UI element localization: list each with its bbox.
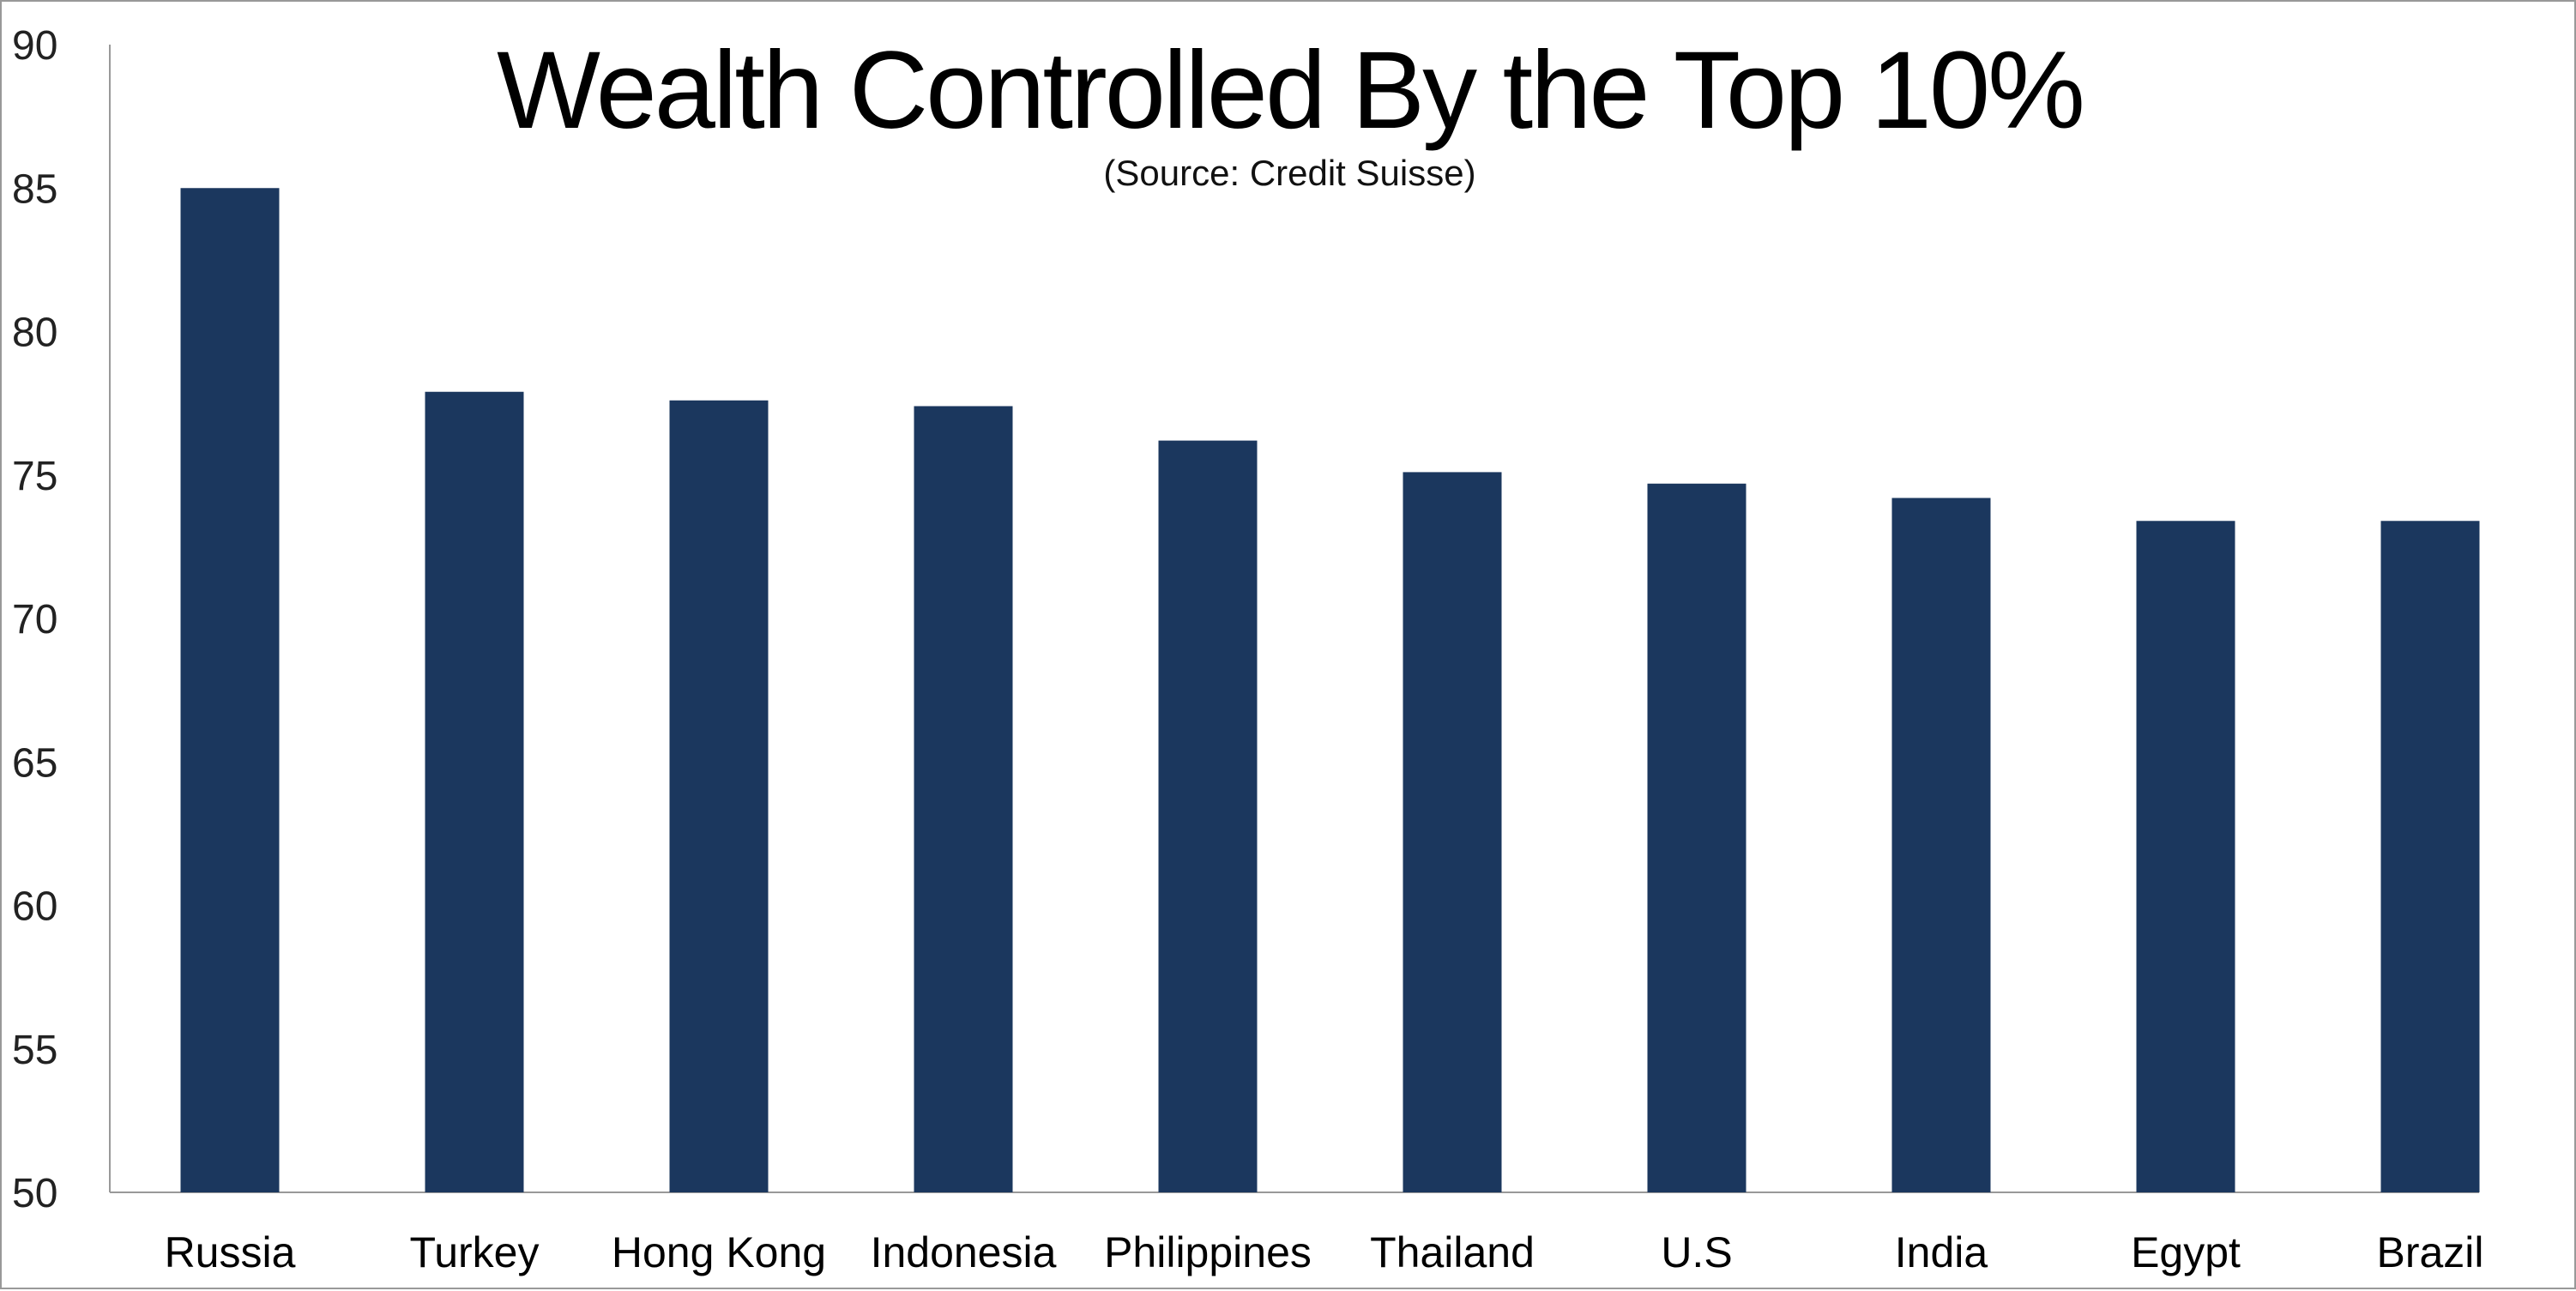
- x-category-label: Turkey: [410, 1228, 540, 1276]
- bar-russia: [180, 188, 280, 1192]
- bar-turkey: [425, 391, 524, 1192]
- bar-philippines: [1158, 440, 1258, 1192]
- bar-indonesia: [914, 406, 1013, 1193]
- chart-title: Wealth Controlled By the Top 10%: [497, 29, 2085, 152]
- x-category-label: Egypt: [2131, 1228, 2241, 1276]
- y-tick-label: 70: [12, 597, 57, 642]
- x-category-label: Philippines: [1104, 1228, 1312, 1276]
- bar-brazil: [2380, 521, 2480, 1192]
- y-tick-label: 60: [12, 884, 57, 930]
- y-tick-label: 50: [12, 1171, 57, 1216]
- bar-u-s: [1647, 483, 1746, 1192]
- x-category-label: Thailand: [1370, 1228, 1535, 1276]
- x-category-label: U.S: [1661, 1228, 1732, 1276]
- y-tick-label: 80: [12, 311, 57, 356]
- bar-egypt: [2136, 521, 2235, 1192]
- bar-india: [1891, 498, 1991, 1192]
- bar-thailand: [1403, 472, 1502, 1192]
- y-tick-label: 75: [12, 454, 57, 499]
- x-category-label: Russia: [165, 1228, 296, 1276]
- x-category-label: Brazil: [2376, 1228, 2483, 1276]
- y-tick-label: 55: [12, 1028, 57, 1073]
- bar-hong-kong: [669, 400, 769, 1192]
- x-category-label: Hong Kong: [612, 1228, 826, 1276]
- chart-subtitle: (Source: Credit Suisse): [1103, 153, 1476, 193]
- x-category-label: India: [1895, 1228, 1988, 1276]
- y-tick-label: 90: [12, 23, 57, 69]
- y-tick-label: 85: [12, 166, 57, 212]
- y-tick-label: 65: [12, 740, 57, 786]
- x-category-label: Indonesia: [871, 1228, 1057, 1276]
